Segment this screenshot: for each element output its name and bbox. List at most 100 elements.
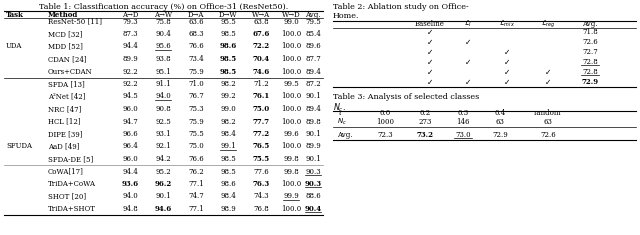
Text: ✓: ✓ bbox=[427, 78, 433, 86]
Text: 72.9: 72.9 bbox=[492, 131, 508, 139]
Text: 100.0: 100.0 bbox=[281, 93, 301, 101]
Text: 94.4: 94.4 bbox=[122, 168, 138, 176]
Text: 1000: 1000 bbox=[376, 118, 394, 126]
Text: 100.0: 100.0 bbox=[281, 43, 301, 51]
Text: 98.5: 98.5 bbox=[220, 55, 237, 63]
Text: $N_c$: $N_c$ bbox=[337, 117, 347, 127]
Text: TriDA+SHOT: TriDA+SHOT bbox=[48, 205, 96, 213]
Text: $\tau$: $\tau$ bbox=[337, 109, 343, 117]
Text: 0.3: 0.3 bbox=[458, 109, 468, 117]
Text: A→W: A→W bbox=[154, 11, 172, 19]
Text: 89.6: 89.6 bbox=[305, 43, 321, 51]
Text: D→A: D→A bbox=[188, 11, 204, 19]
Text: 98.4: 98.4 bbox=[220, 192, 236, 200]
Text: 99.5: 99.5 bbox=[283, 80, 299, 88]
Text: $\mathcal{L}_{mix}$: $\mathcal{L}_{mix}$ bbox=[499, 19, 515, 29]
Text: ResNet-50 [11]: ResNet-50 [11] bbox=[48, 17, 102, 26]
Text: 76.7: 76.7 bbox=[188, 93, 204, 101]
Text: 0.4: 0.4 bbox=[494, 109, 506, 117]
Text: 76.8: 76.8 bbox=[253, 205, 269, 213]
Text: MCD [32]: MCD [32] bbox=[48, 30, 83, 38]
Text: 99.8: 99.8 bbox=[283, 168, 299, 176]
Text: 100.0: 100.0 bbox=[281, 180, 301, 188]
Text: 0.0: 0.0 bbox=[380, 109, 390, 117]
Text: 99.2: 99.2 bbox=[220, 93, 236, 101]
Text: Table 1: Classification accuracy (%) on Office-31 (ResNet50).: Table 1: Classification accuracy (%) on … bbox=[39, 3, 288, 11]
Text: 77.7: 77.7 bbox=[252, 118, 269, 125]
Text: $\mathcal{L}_I$: $\mathcal{L}_I$ bbox=[464, 19, 472, 29]
Text: 77.1: 77.1 bbox=[188, 180, 204, 188]
Text: 75.8: 75.8 bbox=[155, 17, 171, 26]
Text: 72.8: 72.8 bbox=[582, 58, 598, 66]
Text: W→D: W→D bbox=[282, 11, 300, 19]
Text: 96.2: 96.2 bbox=[154, 180, 172, 188]
Text: ✓: ✓ bbox=[427, 67, 433, 77]
Text: CDAN [24]: CDAN [24] bbox=[48, 55, 86, 63]
Text: 90.1: 90.1 bbox=[305, 130, 321, 138]
Text: 89.9: 89.9 bbox=[305, 142, 321, 150]
Text: 76.5: 76.5 bbox=[252, 142, 269, 150]
Text: 0.2: 0.2 bbox=[419, 109, 431, 117]
Text: Ours+CDAN: Ours+CDAN bbox=[48, 67, 93, 75]
Text: 94.4: 94.4 bbox=[122, 43, 138, 51]
Text: UDA: UDA bbox=[6, 43, 22, 51]
Text: 100.0: 100.0 bbox=[281, 105, 301, 113]
Text: W→A: W→A bbox=[252, 11, 270, 19]
Text: 98.5: 98.5 bbox=[220, 155, 236, 163]
Text: 72.2: 72.2 bbox=[252, 43, 269, 51]
Text: 67.6: 67.6 bbox=[252, 30, 269, 38]
Text: ✓: ✓ bbox=[427, 58, 433, 67]
Text: 98.2: 98.2 bbox=[220, 80, 236, 88]
Text: 75.5: 75.5 bbox=[252, 155, 269, 163]
Text: 89.8: 89.8 bbox=[305, 118, 321, 125]
Text: $N_c$.: $N_c$. bbox=[333, 102, 346, 114]
Text: 75.9: 75.9 bbox=[188, 67, 204, 75]
Text: ✓: ✓ bbox=[545, 78, 551, 86]
Text: 92.2: 92.2 bbox=[122, 67, 138, 75]
Text: 76.6: 76.6 bbox=[188, 43, 204, 51]
Text: 71.0: 71.0 bbox=[188, 80, 204, 88]
Text: 94.2: 94.2 bbox=[155, 155, 171, 163]
Text: 74.6: 74.6 bbox=[252, 67, 269, 75]
Text: 79.5: 79.5 bbox=[305, 17, 321, 26]
Text: 75.5: 75.5 bbox=[188, 130, 204, 138]
Text: 98.9: 98.9 bbox=[220, 205, 236, 213]
Text: 72.9: 72.9 bbox=[581, 78, 598, 86]
Text: 94.6: 94.6 bbox=[154, 205, 172, 213]
Text: 100.0: 100.0 bbox=[281, 55, 301, 63]
Text: 68.3: 68.3 bbox=[188, 30, 204, 38]
Text: Home.: Home. bbox=[333, 12, 360, 20]
Text: 90.3: 90.3 bbox=[305, 180, 321, 188]
Text: NRC [47]: NRC [47] bbox=[48, 105, 81, 113]
Text: 76.1: 76.1 bbox=[252, 93, 269, 101]
Text: 99.1: 99.1 bbox=[220, 142, 236, 150]
Text: ✓: ✓ bbox=[504, 78, 510, 86]
Text: 90.8: 90.8 bbox=[155, 105, 171, 113]
Text: 63.6: 63.6 bbox=[188, 17, 204, 26]
Text: 90.1: 90.1 bbox=[305, 155, 321, 163]
Text: ✓: ✓ bbox=[504, 67, 510, 77]
Text: Table 2: Ablation study on Office-: Table 2: Ablation study on Office- bbox=[333, 3, 468, 11]
Text: 87.2: 87.2 bbox=[305, 80, 321, 88]
Text: 63: 63 bbox=[543, 118, 552, 126]
Text: 98.6: 98.6 bbox=[220, 43, 237, 51]
Text: 87.7: 87.7 bbox=[305, 55, 321, 63]
Text: 95.6: 95.6 bbox=[155, 43, 171, 51]
Text: 95.2: 95.2 bbox=[155, 168, 171, 176]
Text: Baseline: Baseline bbox=[415, 20, 445, 28]
Text: 72.7: 72.7 bbox=[582, 48, 598, 56]
Text: ✓: ✓ bbox=[504, 47, 510, 56]
Text: 89.9: 89.9 bbox=[122, 55, 138, 63]
Text: 75.9: 75.9 bbox=[188, 118, 204, 125]
Text: 146: 146 bbox=[456, 118, 470, 126]
Text: 98.4: 98.4 bbox=[220, 130, 236, 138]
Text: TriDA+CoWA: TriDA+CoWA bbox=[48, 180, 96, 188]
Text: CoWA[17]: CoWA[17] bbox=[48, 168, 84, 176]
Text: D→W: D→W bbox=[219, 11, 237, 19]
Text: 89.4: 89.4 bbox=[305, 67, 321, 75]
Text: Avg.: Avg. bbox=[337, 131, 353, 139]
Text: A→D: A→D bbox=[122, 11, 138, 19]
Text: 71.8: 71.8 bbox=[582, 28, 598, 36]
Text: Method: Method bbox=[48, 11, 78, 19]
Text: 63.8: 63.8 bbox=[253, 17, 269, 26]
